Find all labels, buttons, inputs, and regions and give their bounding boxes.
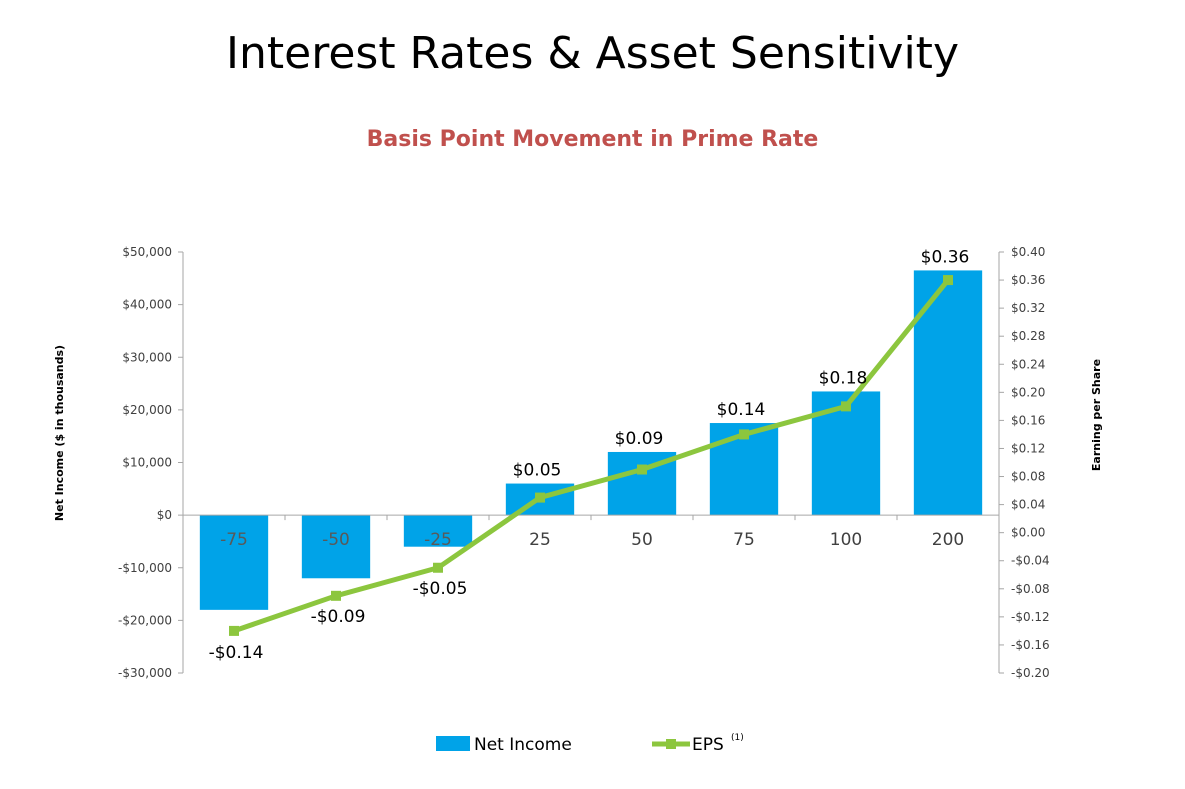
left-axis-tick-label: -$20,000 <box>118 613 172 627</box>
legend-eps-marker <box>666 739 676 749</box>
chart-title: Basis Point Movement in Prime Rate <box>366 127 819 152</box>
legend-net-income-label: Net Income <box>474 735 572 755</box>
right-axis-tick-label: $0.28 <box>1011 329 1045 343</box>
right-axis-tick-label: $0.32 <box>1011 301 1045 315</box>
left-axis-tick-label: -$10,000 <box>118 561 172 575</box>
left-axis-tick-label: $0 <box>157 508 172 522</box>
right-axis-tick-label: $0.24 <box>1011 357 1045 371</box>
right-axis-tick-label: $0.00 <box>1011 526 1045 540</box>
right-axis-tick-label: $0.04 <box>1011 498 1045 512</box>
eps-data-label: $0.09 <box>615 429 664 449</box>
category-label: -75 <box>220 530 248 550</box>
eps-data-label: -$0.05 <box>413 579 468 599</box>
category-label: 25 <box>529 530 551 550</box>
right-axis-tick-label: $0.16 <box>1011 413 1045 427</box>
eps-point <box>739 429 749 440</box>
eps-data-label: $0.14 <box>717 400 766 420</box>
category-label: -50 <box>322 530 350 550</box>
right-axis-tick-label: $0.20 <box>1011 385 1045 399</box>
right-axis-tick-label: -$0.12 <box>1011 610 1050 624</box>
right-axis-tick-label: -$0.20 <box>1011 666 1050 680</box>
left-axis-tick-label: $10,000 <box>122 456 172 470</box>
eps-data-label: $0.05 <box>513 461 562 481</box>
right-axis-tick-label: $0.36 <box>1011 273 1045 287</box>
net-income-bar <box>403 515 473 547</box>
eps-point <box>535 492 545 503</box>
eps-point <box>943 275 953 286</box>
eps-point <box>433 562 443 573</box>
eps-point <box>841 401 851 412</box>
eps-point <box>637 464 647 475</box>
category-label: -25 <box>424 530 452 550</box>
eps-point <box>229 625 239 636</box>
right-axis-tick-label: -$0.16 <box>1011 638 1050 652</box>
eps-data-label: $0.18 <box>819 368 868 388</box>
category-label: 50 <box>631 530 653 550</box>
category-label: 200 <box>932 530 964 550</box>
eps-data-label: -$0.14 <box>209 643 264 663</box>
eps-data-label: $0.36 <box>921 247 970 267</box>
net-income-bar <box>301 515 371 579</box>
left-axis-tick-label: $40,000 <box>122 298 172 312</box>
right-axis-tick-label: $0.40 <box>1011 245 1045 259</box>
category-label: 100 <box>830 530 862 550</box>
legend-eps-superscript: (1) <box>731 733 744 743</box>
left-axis-title: Net Income ($ in thousands) <box>53 345 66 521</box>
right-axis-tick-label: -$0.08 <box>1011 582 1050 596</box>
net-income-bar <box>199 515 269 610</box>
legend-net-income-swatch <box>436 736 470 751</box>
legend-eps-label: EPS <box>692 735 724 755</box>
right-axis-title: Earning per Share <box>1090 359 1103 471</box>
eps-line <box>233 278 950 634</box>
right-axis-tick-label: $0.12 <box>1011 441 1045 455</box>
right-axis-tick-label: $0.08 <box>1011 470 1045 484</box>
left-axis-tick-label: $50,000 <box>122 245 172 259</box>
eps-point <box>331 590 341 601</box>
left-axis-tick-label: -$30,000 <box>118 666 172 680</box>
right-axis-tick-label: -$0.04 <box>1011 554 1050 568</box>
left-axis-tick-label: $20,000 <box>122 403 172 417</box>
eps-data-label: -$0.09 <box>311 607 366 627</box>
left-axis-tick-label: $30,000 <box>122 350 172 364</box>
category-label: 75 <box>733 530 755 550</box>
page-title: Interest Rates & Asset Sensitivity <box>226 28 959 79</box>
